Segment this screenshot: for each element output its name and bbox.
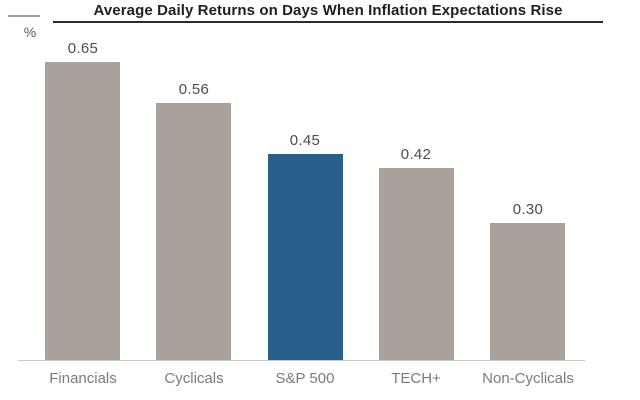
category-label-s-p-500: S&P 500 [275, 370, 335, 387]
category-label-non-cyclicals: Non-Cyclicals [482, 370, 574, 387]
chart-title: Average Daily Returns on Days When Infla… [53, 2, 603, 23]
value-label-s-p-500: 0.45 [289, 132, 321, 149]
bar-financials [45, 62, 120, 361]
value-label-non-cyclicals: 0.30 [512, 201, 544, 218]
top-left-tick-line [8, 15, 40, 17]
category-label-financials: Financials [49, 370, 117, 387]
bar-s-p-500 [268, 154, 343, 361]
value-label-cyclicals: 0.56 [178, 81, 210, 98]
bar-non-cyclicals [490, 223, 565, 361]
bar-cyclicals [156, 103, 231, 361]
category-label-cyclicals: Cyclicals [164, 370, 224, 387]
category-label-tech: TECH+ [391, 370, 441, 387]
x-axis-line [18, 360, 585, 361]
value-label-tech: 0.42 [400, 146, 432, 163]
y-axis-unit-label: % [23, 24, 37, 40]
value-label-financials: 0.65 [67, 40, 99, 57]
bar-tech [379, 168, 454, 361]
